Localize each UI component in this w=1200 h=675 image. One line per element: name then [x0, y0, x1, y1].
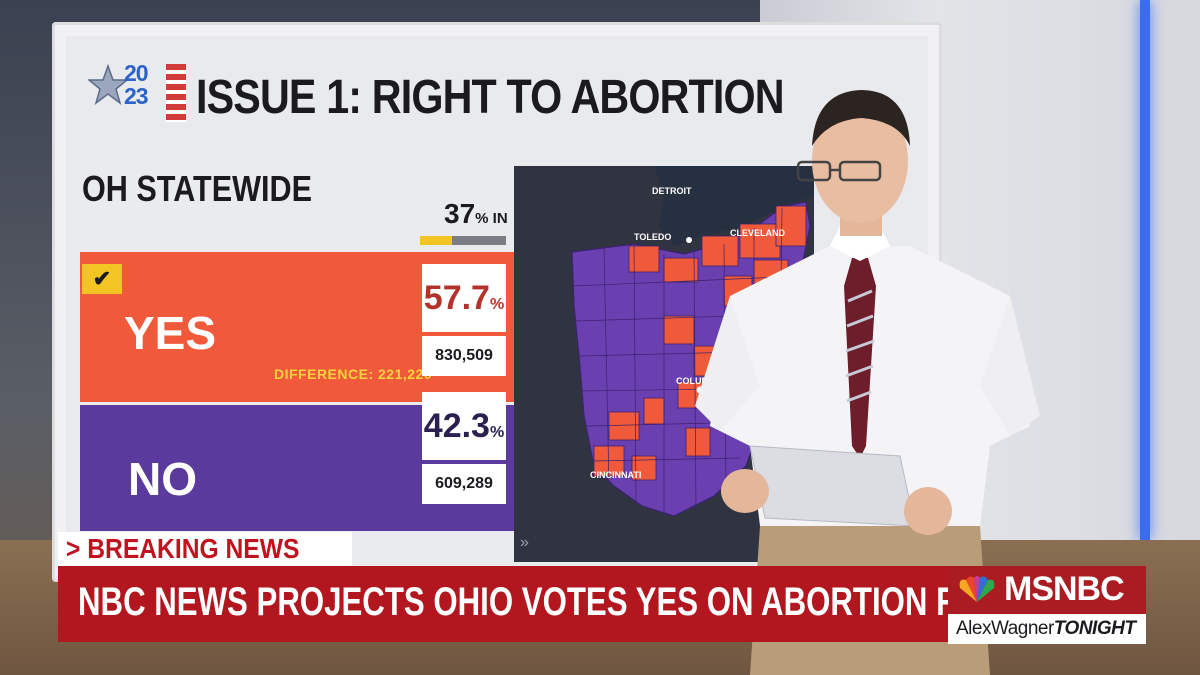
yes-vote-count: 830,509: [422, 336, 506, 376]
reporting-percent: 37% IN: [444, 198, 508, 230]
no-label: NO: [128, 453, 197, 505]
peacock-logo-icon: [959, 576, 995, 602]
yes-percent-sign: %: [489, 296, 505, 313]
network-logo: MSNBC: [1004, 570, 1125, 608]
check-icon: ✔: [82, 264, 122, 294]
lower-third-headline: NBC NEWS PROJECTS OHIO VOTES YES ON ABOR…: [78, 580, 1054, 624]
city-label-detroit: DETROIT: [652, 186, 692, 196]
logo-year-bottom: 23: [124, 83, 149, 109]
headline-bar: [58, 566, 948, 642]
logo-year-top: 20: [124, 60, 149, 86]
flag-stripes-icon: [166, 64, 186, 122]
city-label-toledo: TOLEDO: [634, 232, 672, 242]
yes-percent-value: 57.7: [423, 279, 490, 317]
election-year-logo: 20 23: [124, 62, 186, 108]
region-title: OH STATEWIDE: [82, 168, 313, 209]
breaking-news-tag: [58, 532, 352, 566]
star-icon: [88, 63, 128, 105]
show-name-first: AlexWagner: [956, 618, 1054, 639]
yes-percent: 57.7%: [422, 264, 506, 332]
city-label-cleveland: CLEVELAND: [730, 228, 786, 238]
reporter-figure: [695, 90, 1040, 675]
reporting-value: 37: [444, 198, 476, 229]
vote-difference: DIFFERENCE: 221,220: [274, 366, 433, 382]
show-name-second: TONIGHT: [1053, 618, 1136, 639]
show-name: AlexWagnerTONIGHT: [956, 618, 1136, 640]
no-percent-sign: %: [489, 424, 505, 441]
no-percent: 42.3%: [422, 392, 506, 460]
reporting-progress-bar: [420, 236, 506, 245]
reporting-unit: % IN: [475, 210, 508, 227]
reporting-progress-fill: [420, 236, 452, 245]
toledo-marker-icon: [686, 237, 692, 243]
city-label-cincinnati: CINCINNATI: [590, 470, 642, 480]
expand-arrows-icon[interactable]: »: [520, 534, 529, 551]
city-label-columbus: COLUMBUS: [676, 376, 728, 386]
graphic-headline: ISSUE 1: RIGHT TO ABORTION: [196, 71, 785, 124]
yes-label: YES: [124, 307, 217, 359]
no-vote-count: 609,289: [422, 464, 506, 504]
breaking-news-label: > BREAKING NEWS: [66, 533, 300, 564]
blue-light-pillar: [1140, 0, 1150, 540]
show-box: [948, 614, 1146, 644]
no-percent-value: 42.3: [423, 407, 490, 445]
